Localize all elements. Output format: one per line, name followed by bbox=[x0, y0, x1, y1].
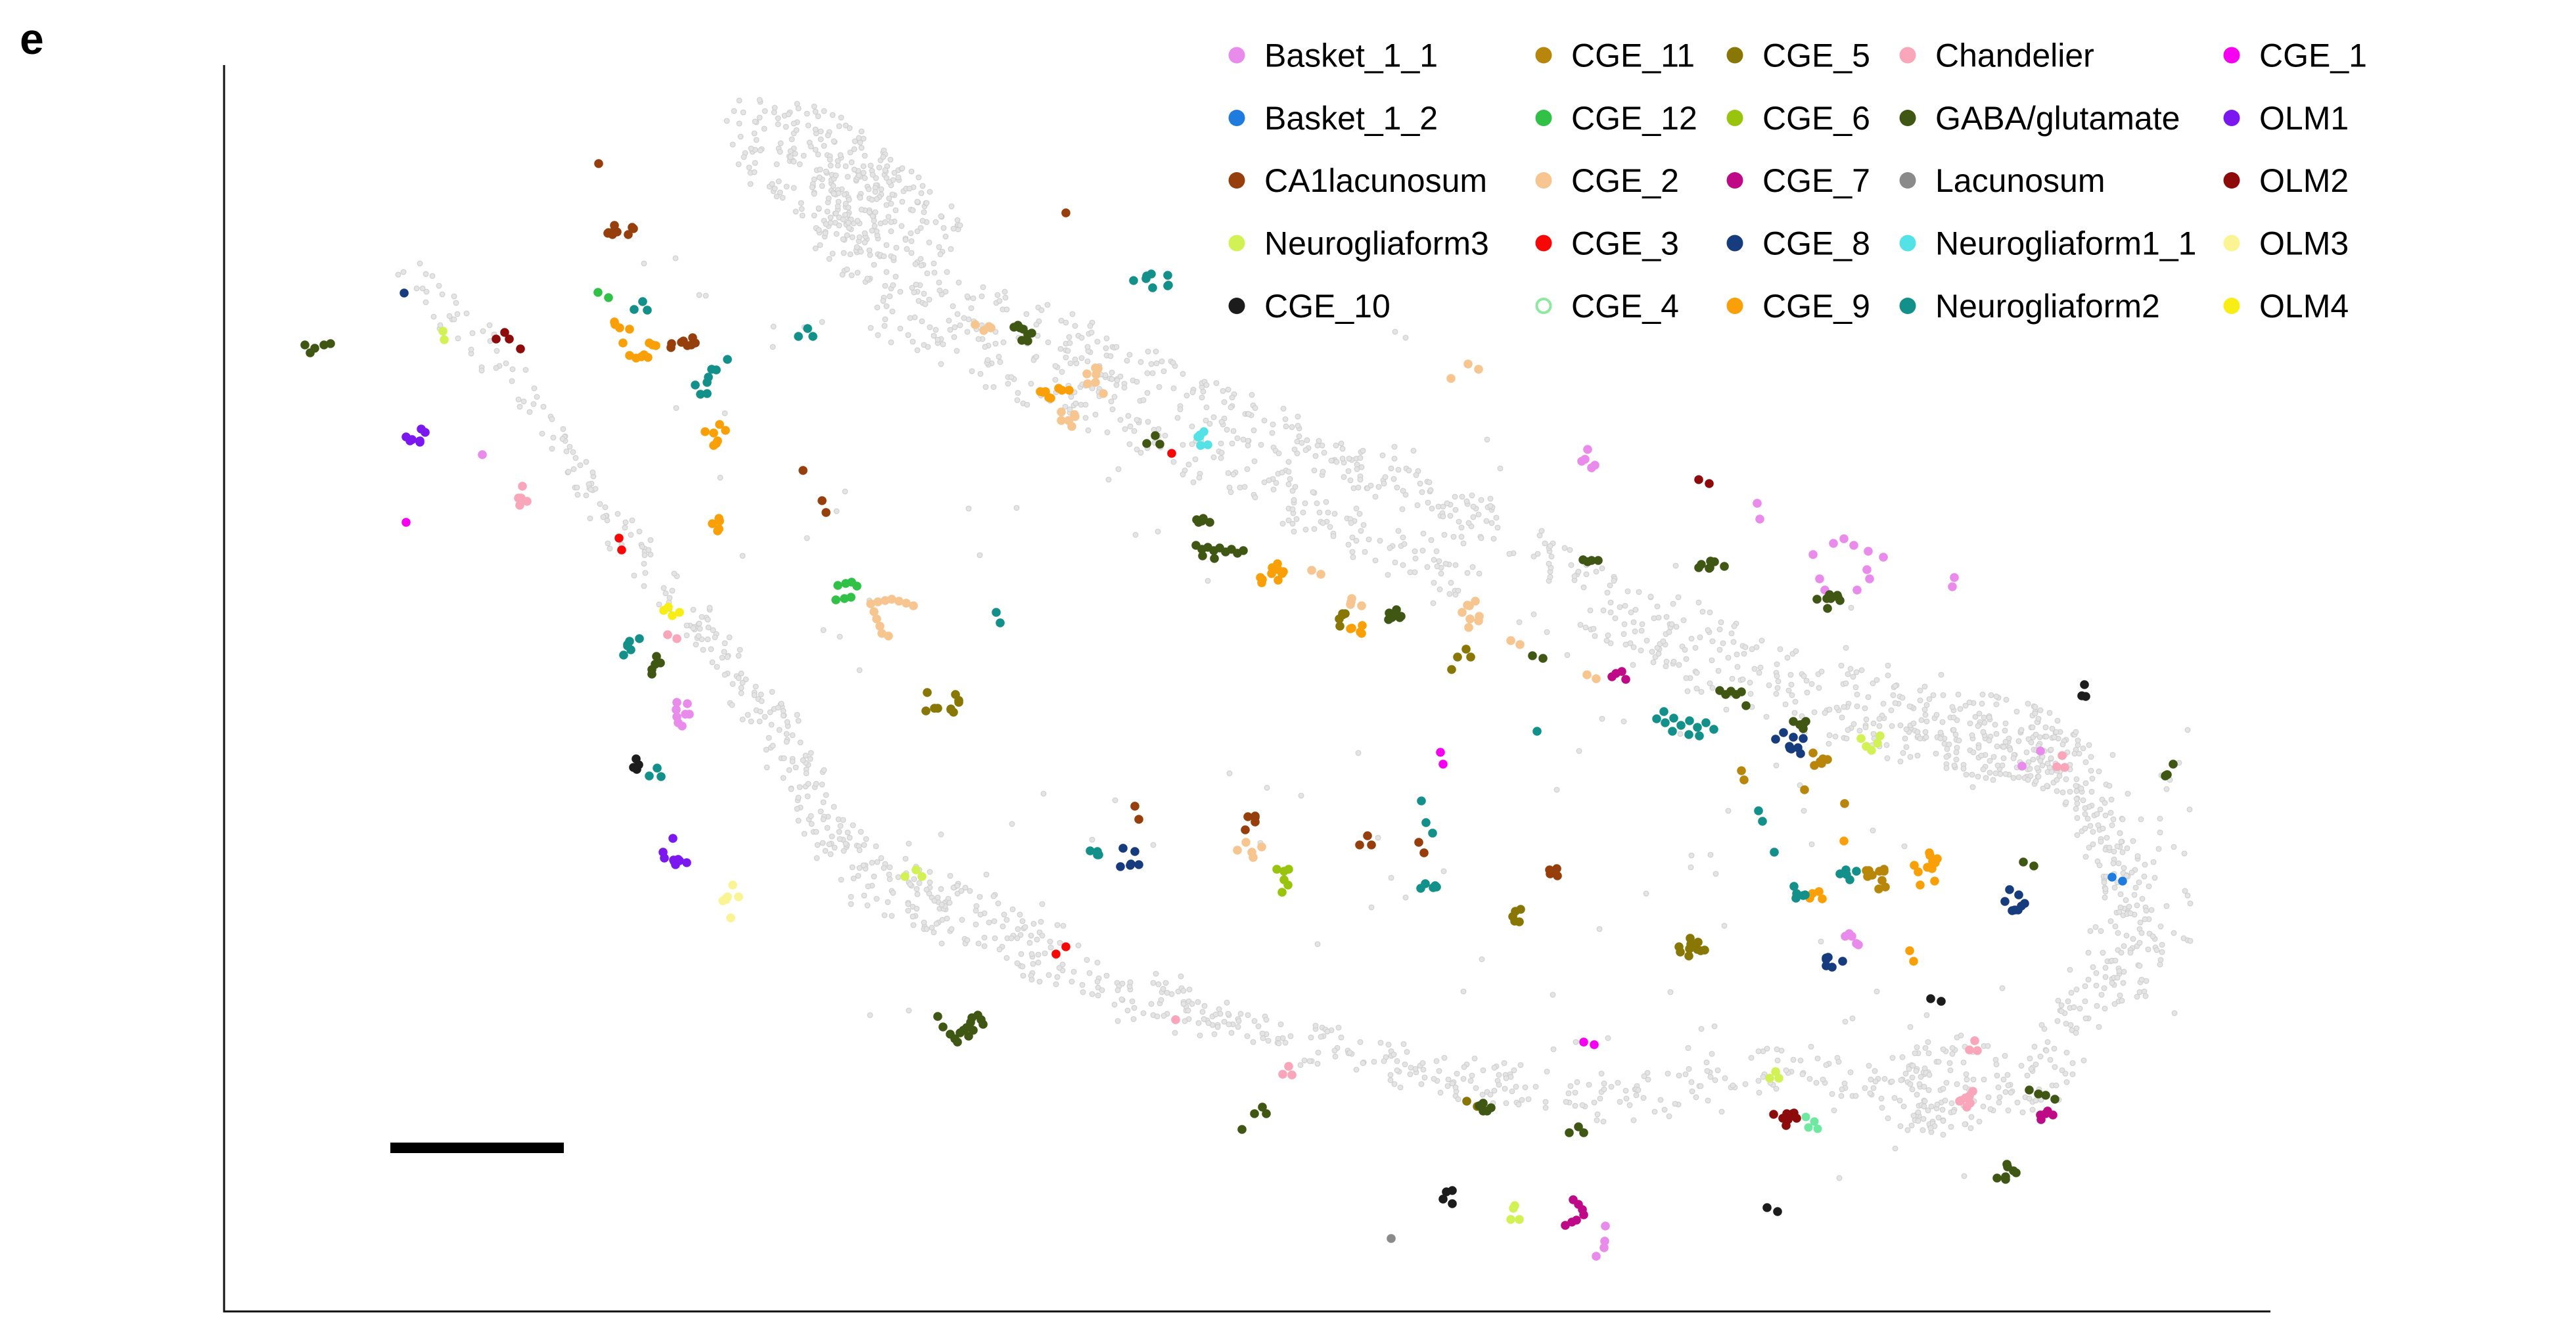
svg-text:CGE_1: CGE_1 bbox=[2259, 37, 2367, 74]
svg-text:Basket_1_2: Basket_1_2 bbox=[1264, 100, 1438, 137]
svg-text:CGE_7: CGE_7 bbox=[1762, 162, 1870, 199]
svg-text:CGE_9: CGE_9 bbox=[1762, 288, 1870, 325]
svg-text:OLM3: OLM3 bbox=[2259, 225, 2349, 262]
svg-text:Neurogliaform3: Neurogliaform3 bbox=[1264, 225, 1489, 262]
svg-text:Basket_1_1: Basket_1_1 bbox=[1264, 37, 1438, 74]
svg-text:OLM2: OLM2 bbox=[2259, 162, 2349, 199]
svg-text:CGE_2: CGE_2 bbox=[1571, 162, 1679, 199]
svg-text:CGE_4: CGE_4 bbox=[1571, 288, 1679, 325]
svg-text:CGE_11: CGE_11 bbox=[1571, 37, 1695, 74]
svg-text:GABA/glutamate: GABA/glutamate bbox=[1935, 100, 2180, 137]
svg-text:CGE_8: CGE_8 bbox=[1762, 225, 1870, 262]
svg-text:e: e bbox=[20, 14, 44, 63]
svg-text:Neurogliaform1_1: Neurogliaform1_1 bbox=[1935, 225, 2196, 262]
svg-text:CGE_10: CGE_10 bbox=[1264, 288, 1391, 325]
svg-text:CGE_12: CGE_12 bbox=[1571, 100, 1697, 137]
svg-text:Chandelier: Chandelier bbox=[1935, 37, 2094, 74]
svg-text:Neurogliaform2: Neurogliaform2 bbox=[1935, 288, 2160, 325]
svg-text:CA1lacunosum: CA1lacunosum bbox=[1264, 162, 1487, 199]
svg-text:CGE_6: CGE_6 bbox=[1762, 100, 1870, 137]
svg-text:OLM4: OLM4 bbox=[2259, 288, 2349, 325]
svg-text:OLM1: OLM1 bbox=[2259, 100, 2349, 137]
svg-text:CGE_3: CGE_3 bbox=[1571, 225, 1679, 262]
svg-text:Lacunosum: Lacunosum bbox=[1935, 162, 2105, 199]
svg-text:CGE_5: CGE_5 bbox=[1762, 37, 1870, 74]
